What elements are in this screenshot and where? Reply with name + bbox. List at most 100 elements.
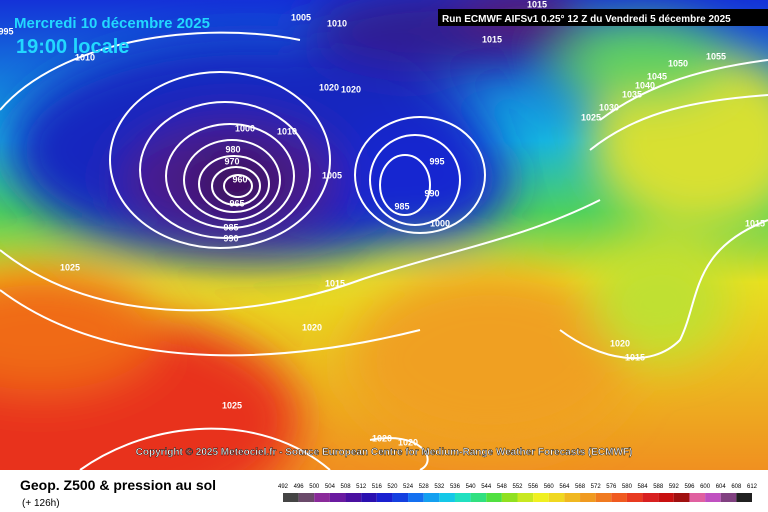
scale-label: 608 [731,484,742,490]
scale-label: 564 [559,484,570,490]
scale-label: 592 [669,484,680,490]
isobar-label: 980 [225,144,240,154]
scale-label: 560 [544,484,555,490]
color-swatch [329,493,346,502]
isobar-label: 1045 [647,71,667,81]
isobar-label: 965 [229,198,244,208]
color-scale: 492 496 500 504 508 512 516 520 524 528 532 536 540 5… [278,484,758,502]
color-swatch [689,493,706,502]
scale-label: 496 [294,484,305,490]
scale-label: 540 [466,484,477,490]
isobar-label: 1030 [599,102,619,112]
color-swatch [720,493,737,502]
isobar-label: 1020 [610,338,630,348]
scale-label: 568 [575,484,586,490]
color-swatch [376,493,393,502]
scale-label: 536 [450,484,461,490]
color-swatch [611,493,627,502]
color-swatch [283,493,299,502]
scale-label: 548 [497,484,508,490]
color-swatch [314,493,330,502]
color-swatch [439,493,455,502]
color-swatch [564,493,581,502]
isobar-label: 1020 [398,437,418,447]
color-swatch [392,493,409,502]
scale-label: 552 [512,484,523,490]
scale-label: 508 [341,484,352,490]
color-swatch [626,493,643,502]
isobar-label: 1015 [482,34,502,44]
isobar-label: 1010 [327,18,347,28]
isobar-label: 1020 [341,84,361,94]
isobar-label: 1025 [60,262,80,272]
color-swatch [408,493,424,502]
isobar-label: 1055 [706,51,726,61]
isobar-label: 1020 [302,322,322,332]
color-swatch [736,493,752,502]
isobar-label: 1010 [75,52,95,62]
run-info: Run ECMWF AIFSv1 0.25° 12 Z du Vendredi … [442,14,731,25]
isobar-label: 985 [223,222,238,232]
color-swatch [517,493,534,502]
isobar-label: 1015 [625,352,645,362]
isobar-label: 990 [424,188,439,198]
color-swatch [298,493,315,502]
isobar-label: 960 [232,174,247,184]
color-swatch [454,493,471,502]
isobar-label: 995 [0,26,14,36]
isobar-label: 1020 [319,82,339,92]
scale-label: 524 [403,484,414,490]
color-swatch [345,493,362,502]
color-swatch [580,493,596,502]
scale-label: 588 [653,484,664,490]
scale-label: 584 [638,484,649,490]
isobars [0,31,768,471]
color-swatch [705,493,721,502]
isobar-label: 1035 [622,89,642,99]
date: Mercredi 10 décembre 2025 [14,15,210,32]
isobar-label: 1015 [325,278,345,288]
scale-label: 572 [591,484,602,490]
scale-label: 556 [528,484,539,490]
scale-label: 600 [700,484,711,490]
time: 19:00 locale [16,36,129,58]
isobar-label: 1025 [581,112,601,122]
scale-label: 580 [622,484,633,490]
scale-label: 500 [309,484,320,490]
header: Mercredi 10 décembre 2025 19:00 locale R… [14,9,768,58]
copyright: Copyright © 2025 Meteociel.fr - Source E… [136,447,633,458]
color-swatch [595,493,612,502]
scale-label: 612 [747,484,758,490]
isobar-label: 1015 [745,218,765,228]
color-swatch [533,493,549,502]
scale-label: 576 [606,484,617,490]
isobar-label: 1050 [668,58,688,68]
color-swatch [361,493,377,502]
scale-label: 544 [481,484,492,490]
isobar-label: 985 [394,201,409,211]
color-swatch [658,493,674,502]
footer-title: Geop. Z500 & pression au sol [20,477,216,493]
color-swatch [470,493,487,502]
scale-label: 516 [372,484,383,490]
scale-label: 528 [419,484,430,490]
isobar-label: 1000 [430,218,450,228]
isobar-label: 990 [223,233,238,243]
isobar-label: 1025 [222,400,242,410]
isobar-label: 1005 [322,170,342,180]
color-swatch [501,493,518,502]
isobar-label: 1040 [635,80,655,90]
isobar-label: 970 [224,156,239,166]
isobar-label: 1010 [277,126,297,136]
scale-label: 504 [325,484,336,490]
scale-label: 532 [434,484,445,490]
isobar-label: 1005 [291,12,311,22]
scale-label: 512 [356,484,367,490]
isobar-label: 995 [429,156,444,166]
isobar-label: 1015 [527,0,547,9]
isobar-label: 1020 [372,433,392,443]
